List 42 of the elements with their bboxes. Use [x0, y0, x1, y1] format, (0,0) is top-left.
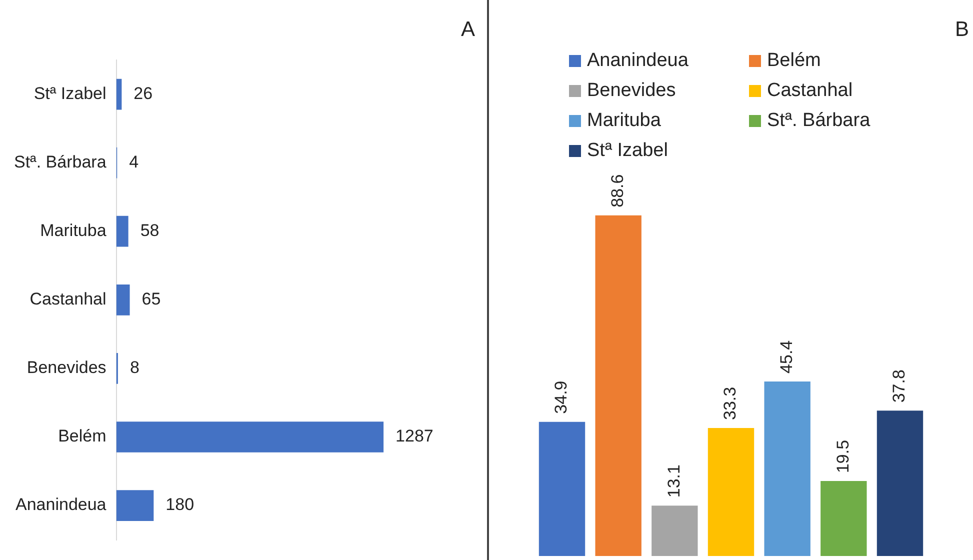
data-label: 45.4: [777, 340, 796, 374]
bar: [116, 490, 154, 521]
bar: [708, 428, 754, 556]
data-label: 33.3: [720, 386, 740, 420]
y-tick-label: Castanhal: [30, 290, 106, 309]
bar: [116, 422, 384, 452]
y-tick-label: Ananindeua: [16, 495, 107, 514]
bar: [116, 284, 130, 316]
bar: [876, 410, 924, 556]
bar: [764, 381, 810, 556]
legend-label: Marituba: [587, 110, 661, 132]
data-label: 1287: [396, 426, 434, 446]
legend-label: Belém: [767, 50, 821, 72]
bar: [595, 215, 642, 556]
bar: [116, 78, 122, 110]
y-tick-label: Marituba: [40, 221, 107, 240]
legend-label: Stª. Bárbara: [767, 110, 870, 132]
bar: [652, 506, 698, 556]
data-label: 26: [134, 84, 153, 103]
data-label: 19.5: [833, 440, 852, 474]
data-label: 58: [140, 221, 160, 240]
data-label: 4: [129, 152, 139, 172]
data-label: 180: [166, 495, 194, 514]
text: B: [954, 18, 969, 42]
legend-label: Stª Izabel: [587, 140, 668, 162]
bar: [820, 481, 867, 556]
data-label: 88.6: [608, 174, 628, 208]
data-label: 37.8: [890, 370, 909, 403]
y-tick-label: Stª Izabel: [34, 84, 106, 103]
y-tick-label: Stª. Bárbara: [14, 152, 107, 172]
data-label: 8: [130, 358, 140, 378]
text: A: [460, 18, 475, 42]
bar: [538, 422, 586, 556]
data-label: 34.9: [552, 380, 571, 414]
legend-label: Benevides: [587, 80, 676, 102]
data-label: 13.1: [664, 464, 684, 498]
y-tick-label: Benevides: [26, 358, 106, 378]
legend-label: Ananindeua: [587, 50, 688, 72]
y-tick-label: Belém: [58, 426, 106, 446]
bar: [116, 216, 128, 247]
data-label: 65: [142, 290, 161, 309]
legend-label: Castanhal: [767, 80, 853, 102]
